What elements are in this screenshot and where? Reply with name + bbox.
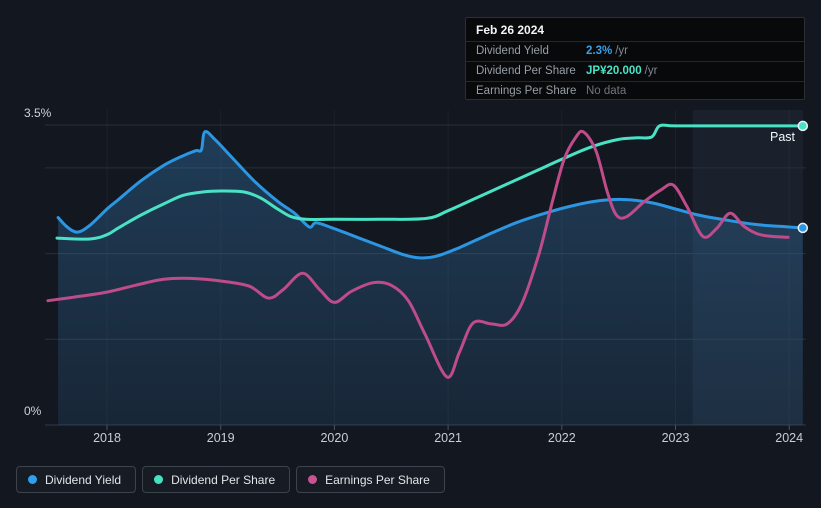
x-tick-label-2019: 2019	[206, 431, 235, 445]
tooltip-row-earnings-per-share: Earnings Per Share No data	[466, 82, 804, 101]
series-end-dot-dividend-yield	[797, 222, 809, 234]
tooltip-value: No data	[586, 85, 627, 97]
tooltip-rows: Dividend Yield 2.3%/yr Dividend Per Share J…	[466, 42, 804, 101]
series-line-dividend-per-share	[55, 123, 805, 241]
past-label: Past	[770, 130, 796, 144]
legend: Dividend Yield Dividend Per Share Earnings…	[16, 466, 445, 493]
chart-tooltip: Feb 26 2024 Dividend Yield 2.3%/yr Dividen…	[465, 17, 805, 100]
legend-label: Dividend Yield	[45, 472, 122, 487]
x-tick-label-2024: 2024	[775, 431, 804, 445]
tooltip-value: JP¥20.000	[586, 65, 642, 77]
legend-label: Dividend Per Share	[171, 472, 276, 487]
tooltip-value-unit: /yr	[615, 45, 628, 57]
legend-item-dividend-yield[interactable]: Dividend Yield	[16, 466, 137, 493]
legend-dot-icon	[28, 475, 37, 484]
tooltip-row-dividend-yield: Dividend Yield 2.3%/yr	[466, 42, 804, 62]
area-fill-dividend-yield	[58, 131, 803, 425]
tooltip-label: Earnings Per Share	[476, 85, 577, 97]
series-line-earnings-per-share	[46, 129, 790, 379]
tooltip-date: Feb 26 2024	[466, 18, 804, 42]
legend-dot-icon	[308, 475, 318, 484]
x-tick-label-2020: 2020	[320, 431, 349, 445]
tooltip-label: Dividend Per Share	[476, 65, 576, 77]
x-tick-label-2023: 2023	[661, 431, 690, 445]
tooltip-value: 2.3%	[586, 45, 613, 57]
x-tick-label-2018: 2018	[93, 431, 121, 445]
tooltip-row-dividend-per-share: Dividend Per Share JP¥20.000/yr	[466, 62, 804, 82]
y-axis-label-max: 3.5%	[24, 106, 52, 120]
y-axis-label-min: 0%	[24, 404, 42, 418]
legend-item-dividend-per-share[interactable]: Dividend Per Share	[142, 466, 291, 493]
x-tick-label-2022: 2022	[547, 431, 576, 445]
legend-label: Earnings Per Share	[325, 472, 430, 487]
legend-item-earnings-per-share[interactable]: Earnings Per Share	[296, 466, 445, 493]
chart-canvas	[45, 110, 809, 430]
legend-dot-icon	[154, 475, 164, 484]
tooltip-label: Dividend Yield	[476, 45, 549, 57]
series-end-dot-dividend-per-share	[797, 120, 809, 132]
tooltip-value-unit: /yr	[644, 65, 658, 77]
x-tick-label-2021: 2021	[434, 431, 462, 445]
